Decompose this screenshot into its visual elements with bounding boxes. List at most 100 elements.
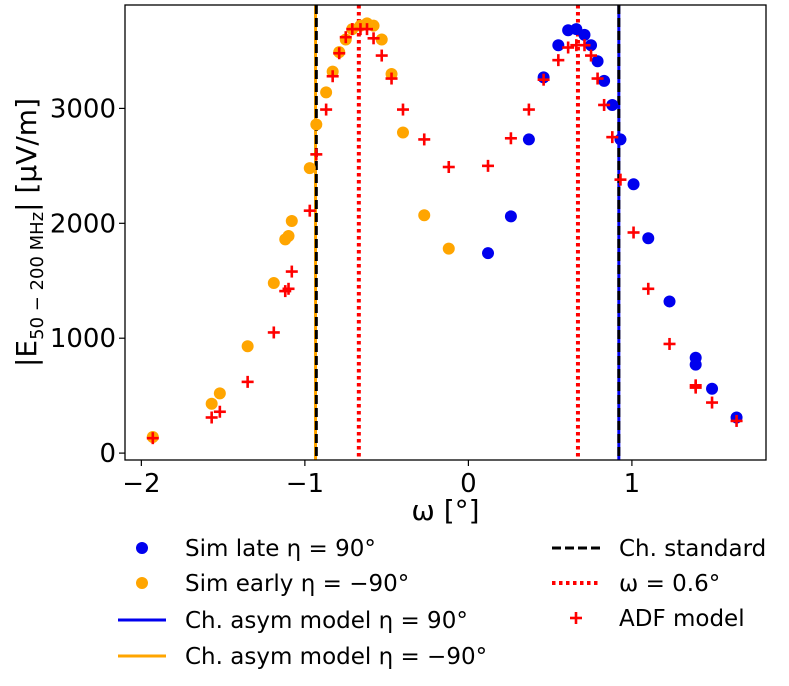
point-s1-4 <box>267 277 280 290</box>
point-s1-1 <box>205 397 218 410</box>
plus-s2-28 <box>562 41 575 54</box>
plus-s2-13 <box>339 31 352 44</box>
point-s0-11 <box>606 98 619 111</box>
plus-s2-6 <box>282 282 295 295</box>
plus-s2-9 <box>310 148 323 161</box>
point-s0-1 <box>504 210 517 223</box>
x-tick-label-2: 0 <box>460 469 477 499</box>
legend-item-0: Sim late η = 90° <box>136 536 376 562</box>
legend-label-5: ω = 0.6° <box>619 571 720 597</box>
point-s0-13 <box>627 178 640 191</box>
plus-s2-17 <box>367 32 380 45</box>
plus-s2-34 <box>606 131 619 144</box>
y-axis-label-sub: 50 − 200 MHz <box>27 212 48 340</box>
plus-s2-27 <box>552 54 565 67</box>
point-s0-10 <box>598 74 611 87</box>
y-tick-label-3: 3000 <box>50 94 116 124</box>
plus-s2-19 <box>385 72 398 85</box>
point-s0-9 <box>591 55 604 68</box>
plus-s2-23 <box>482 159 495 172</box>
point-s1-9 <box>310 118 323 131</box>
legend-swatch-0 <box>136 542 148 554</box>
legend-swatch-6 <box>570 612 582 624</box>
plus-s2-20 <box>396 103 409 116</box>
point-s0-2 <box>522 133 535 146</box>
plus-s2-1 <box>205 411 218 424</box>
plus-s2-36 <box>627 226 640 239</box>
plus-s2-10 <box>320 103 333 116</box>
legend-item-3: Ch. asym model η = −90° <box>118 644 487 670</box>
plus-s2-30 <box>578 39 591 52</box>
plus-s2-12 <box>333 47 346 60</box>
point-s1-10 <box>320 86 333 99</box>
x-axis: −2 −1 0 1 <box>122 460 640 499</box>
point-s1-7 <box>285 215 298 228</box>
legend-item-1: Sim early η = −90° <box>136 571 409 597</box>
y-tick-label-0: 0 <box>99 439 116 469</box>
legend-item-5: ω = 0.6° <box>552 571 720 597</box>
point-s0-12 <box>614 133 627 146</box>
point-s1-8 <box>303 162 316 175</box>
legend-label-1: Sim early η = −90° <box>185 571 409 597</box>
plus-s2-4 <box>267 326 280 339</box>
plus-s2-11 <box>326 70 339 83</box>
point-s1-2 <box>213 387 226 400</box>
plus-s2-21 <box>418 133 431 146</box>
point-s1-6 <box>282 229 295 242</box>
plus-s2-40 <box>689 381 702 394</box>
point-s0-18 <box>706 382 719 395</box>
point-s1-18 <box>375 33 388 46</box>
svg-text:|E50 − 200 MHz| [μV/m]: |E50 − 200 MHz| [μV/m] <box>10 98 48 367</box>
point-s1-3 <box>241 340 254 353</box>
y-axis: 0 1000 2000 3000 <box>50 94 125 469</box>
plus-s2-37 <box>642 282 655 295</box>
y-tick-label-1: 1000 <box>50 324 116 354</box>
x-tick-label-3: 1 <box>624 469 641 499</box>
plus-s2-24 <box>504 132 517 145</box>
legend-label-6: ADF model <box>619 606 745 632</box>
point-s1-21 <box>418 209 431 222</box>
plus-s2-42 <box>730 414 743 427</box>
point-s0-4 <box>552 39 565 52</box>
x-tick-label-0: −2 <box>122 469 160 499</box>
plus-s2-16 <box>361 23 374 36</box>
axes-frame <box>124 4 767 461</box>
point-s1-22 <box>442 242 455 255</box>
plus-s2-3 <box>241 375 254 388</box>
legend-swatch-1 <box>136 577 148 589</box>
point-s0-0 <box>482 247 495 260</box>
plus-s2-32 <box>591 72 604 85</box>
legend-label-0: Sim late η = 90° <box>185 536 376 562</box>
point-s0-17 <box>689 358 702 371</box>
plus-s2-25 <box>522 103 535 116</box>
plus-s2-7 <box>285 265 298 278</box>
legend: Sim late η = 90° Sim early η = −90° Ch. as… <box>118 536 766 670</box>
x-tick-label-1: −1 <box>286 469 324 499</box>
plus-s2-31 <box>585 49 598 62</box>
legend-item-6: ADF model <box>570 606 745 632</box>
point-s0-15 <box>663 295 676 308</box>
plus-s2-26 <box>537 73 550 86</box>
legend-label-2: Ch. asym model η = 90° <box>185 608 468 634</box>
plus-s2-0 <box>146 432 159 445</box>
point-s0-8 <box>585 39 598 52</box>
plot-area <box>146 5 743 460</box>
legend-label-3: Ch. asym model η = −90° <box>185 644 487 670</box>
y-axis-label: |E50 − 200 MHz| [μV/m] <box>10 98 48 367</box>
y-tick-label-2: 2000 <box>50 209 116 239</box>
x-axis-label: ω [°] <box>411 494 479 527</box>
legend-item-2: Ch. asym model η = 90° <box>118 608 468 634</box>
plus-s2-18 <box>375 49 388 62</box>
plus-s2-41 <box>706 396 719 409</box>
point-s0-14 <box>642 232 655 245</box>
plus-s2-33 <box>598 98 611 111</box>
legend-label-4: Ch. standard <box>619 536 766 562</box>
plus-s2-8 <box>303 204 316 217</box>
plus-s2-38 <box>663 337 676 350</box>
plus-s2-35 <box>614 173 627 186</box>
point-s0-7 <box>578 28 591 41</box>
plus-s2-2 <box>213 405 226 418</box>
y-axis-label-unit: | [μV/m] <box>10 98 43 212</box>
legend-item-4: Ch. standard <box>552 536 766 562</box>
